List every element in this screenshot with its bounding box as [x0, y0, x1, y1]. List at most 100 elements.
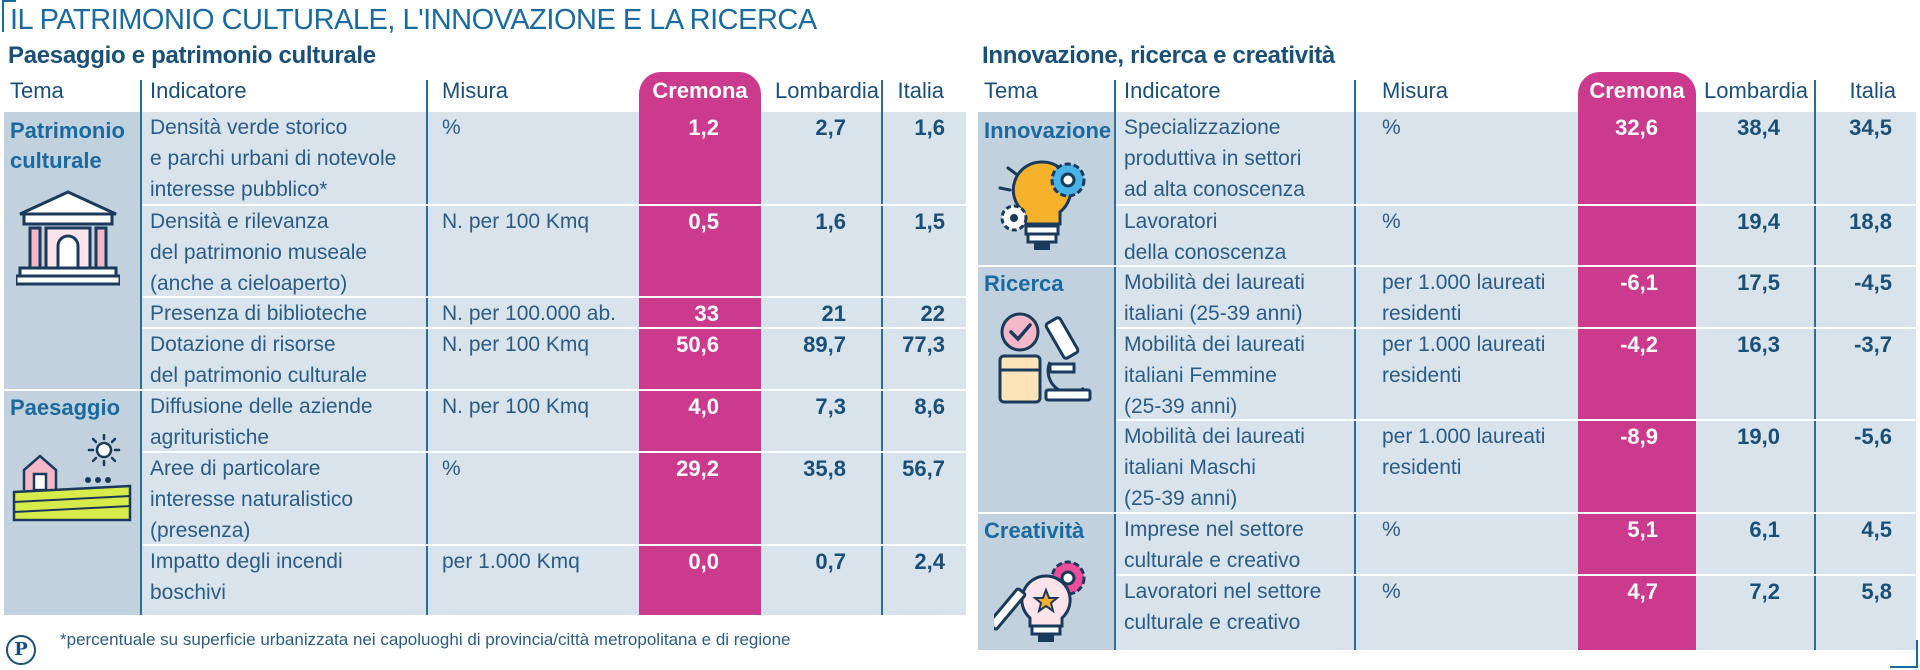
- header-cremona: Cremona: [1589, 78, 1685, 103]
- value-lombardia: 38,4: [1737, 115, 1780, 140]
- indicator-cell: Densità e rilevanza del patrimonio musea…: [150, 210, 368, 295]
- section-title-left: Paesaggio e patrimonio culturale: [8, 42, 376, 69]
- section-title-right: Innovazione, ricerca e creatività: [982, 42, 1335, 69]
- measure-cell: %: [442, 116, 461, 139]
- corner-mark: [1916, 640, 1918, 668]
- tema-label: Ricerca: [984, 271, 1064, 296]
- column-divider: [426, 80, 428, 615]
- lightbulb-gears-icon: [998, 160, 1086, 250]
- value-italia: 34,5: [1849, 115, 1892, 140]
- microscope-icon: [998, 312, 1092, 404]
- value-italia: -4,5: [1854, 270, 1892, 295]
- indicator-cell: Mobilità dei laureati italiani Maschi (2…: [1124, 425, 1305, 510]
- value-cremona: 32,6: [1615, 115, 1658, 140]
- header-tema: Tema: [10, 78, 64, 103]
- indicator-cell: Mobilità dei laureati italiani (25-39 an…: [1124, 271, 1305, 325]
- value-italia: -3,7: [1854, 332, 1892, 357]
- measure-cell: N. per 100 Kmq: [442, 395, 590, 418]
- value-lombardia: 17,5: [1737, 270, 1780, 295]
- header-cremona: Cremona: [652, 78, 748, 103]
- value-cremona: 0,0: [688, 549, 719, 574]
- measure-cell: per 1.000 Kmq: [442, 550, 580, 573]
- measure-cell: per 1.000 laureati residenti: [1382, 271, 1546, 325]
- value-italia: 22: [920, 301, 945, 326]
- publisher-logo: P: [6, 635, 36, 665]
- tema-label: Innovazione: [984, 118, 1112, 143]
- value-cremona: -6,1: [1620, 270, 1658, 295]
- indicator-cell: Dotazione di risorse del patrimonio cult…: [150, 333, 368, 387]
- header-misura: Misura: [1382, 78, 1449, 103]
- row-separator: [142, 451, 966, 453]
- row-separator: [142, 327, 966, 329]
- table-right: Tema Indicatore Misura Cremona Lombardia…: [978, 72, 1916, 650]
- row-separator: [1116, 327, 1916, 329]
- value-lombardia: 7,2: [1749, 579, 1780, 604]
- measure-cell: per 1.000 laureati residenti: [1382, 333, 1546, 387]
- measure-cell: N. per 100 Kmq: [442, 210, 590, 233]
- measure-cell: %: [442, 457, 461, 480]
- tema-label: Paesaggio: [10, 395, 121, 420]
- value-cremona: 5,1: [1627, 517, 1658, 542]
- value-cremona: -4,2: [1620, 332, 1658, 357]
- table-left: Tema Indicatore Misura Cremona Lombardia…: [4, 72, 966, 615]
- header-lombardia: Lombardia: [1704, 78, 1808, 103]
- corner-mark: [2, 0, 4, 32]
- value-cremona: 0,5: [688, 209, 719, 234]
- header-italia: Italia: [897, 78, 944, 103]
- row-separator: [1116, 574, 1916, 576]
- cremona-column: [639, 72, 761, 615]
- cremona-column: [1578, 72, 1696, 650]
- value-lombardia: 19,4: [1737, 209, 1780, 234]
- header-italia: Italia: [1849, 78, 1896, 103]
- header-indicatore: Indicatore: [150, 78, 247, 103]
- column-divider: [140, 80, 142, 615]
- value-lombardia: 0,7: [815, 549, 846, 574]
- column-divider: [1354, 80, 1356, 650]
- indicator-cell: Specializzazione produttiva in settori a…: [1124, 116, 1305, 201]
- row-separator: [1116, 204, 1916, 206]
- value-lombardia: 1,6: [815, 209, 846, 234]
- header-tema: Tema: [984, 78, 1038, 103]
- museum-icon: [16, 190, 120, 286]
- header-lombardia: Lombardia: [775, 78, 879, 103]
- value-cremona: 4,0: [688, 394, 719, 419]
- page-title: IL PATRIMONIO CULTURALE, L'INNOVAZIONE E…: [10, 4, 817, 36]
- value-lombardia: 19,0: [1737, 424, 1780, 449]
- corner-mark: [2, 0, 16, 2]
- indicator-cell: Impatto degli incendi boschivi: [150, 550, 343, 604]
- measure-cell: per 1.000 laureati residenti: [1382, 425, 1546, 479]
- value-lombardia: 89,7: [803, 332, 846, 357]
- indicator-cell: Lavoratori nel settore culturale e creat…: [1124, 580, 1322, 634]
- value-italia: 8,6: [914, 394, 945, 419]
- value-cremona: 33: [694, 301, 719, 326]
- value-italia: 2,4: [914, 549, 945, 574]
- value-lombardia: 7,3: [815, 394, 846, 419]
- value-lombardia: 2,7: [815, 115, 846, 140]
- group-separator: [978, 265, 1916, 267]
- corner-mark: [1890, 666, 1918, 668]
- measure-cell: %: [1382, 518, 1401, 541]
- row-separator: [142, 204, 966, 206]
- value-lombardia: 6,1: [1749, 517, 1780, 542]
- footnote: *percentuale su superficie urbanizzata n…: [60, 630, 791, 649]
- measure-cell: N. per 100.000 ab.: [442, 302, 616, 325]
- tema-label: Creatività: [984, 518, 1085, 543]
- value-italia: -5,6: [1854, 424, 1892, 449]
- indicator-cell: Imprese nel settore culturale e creativo: [1124, 518, 1304, 572]
- row-band: [140, 112, 966, 615]
- indicator-cell: Aree di particolare interesse naturalist…: [150, 457, 354, 542]
- column-divider: [1114, 80, 1116, 650]
- value-lombardia: 35,8: [803, 456, 846, 481]
- value-italia: 4,5: [1861, 517, 1892, 542]
- column-divider: [1814, 80, 1816, 650]
- indicator-cell: Mobilità dei laureati italiani Femmine (…: [1124, 333, 1305, 418]
- value-cremona: 29,2: [676, 456, 719, 481]
- farm-landscape-icon: [12, 434, 132, 522]
- measure-cell: %: [1382, 210, 1401, 233]
- measure-cell: %: [1382, 580, 1401, 603]
- value-lombardia: 21: [821, 301, 846, 326]
- indicator-cell: Lavoratori della conoscenza: [1124, 210, 1287, 264]
- group-separator: [4, 389, 966, 391]
- value-italia: 77,3: [902, 332, 945, 357]
- value-italia: 18,8: [1849, 209, 1892, 234]
